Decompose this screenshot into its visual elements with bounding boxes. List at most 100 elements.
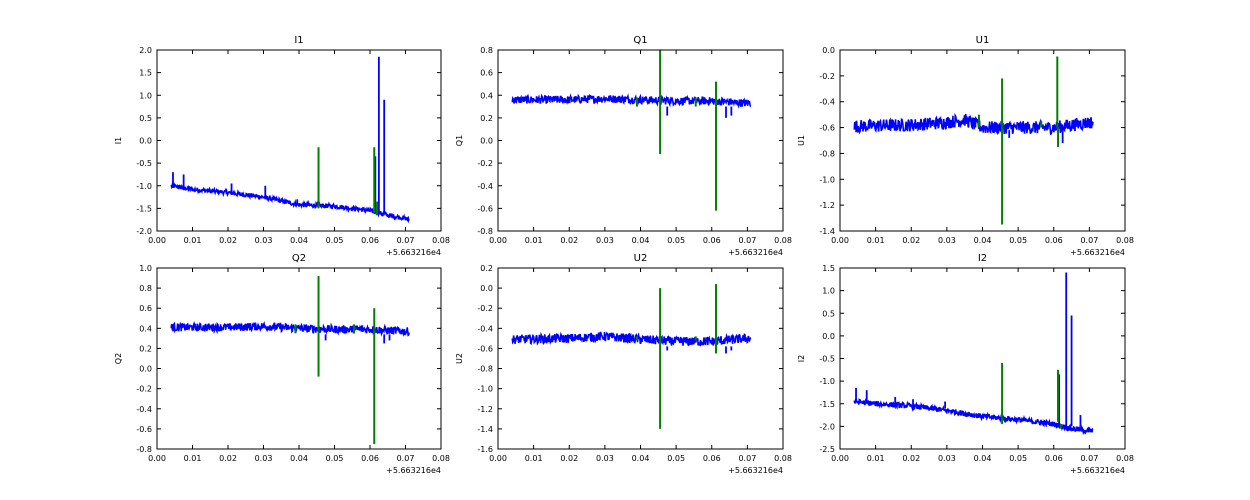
y-axis-label: I2 <box>797 355 806 362</box>
series-line <box>511 93 752 109</box>
y-tick-label: -0.2 <box>136 385 152 394</box>
y-tick-label: 0.0 <box>822 332 835 341</box>
x-tick-label: 0.04 <box>290 454 308 463</box>
x-tick-label: 0.00 <box>831 236 849 245</box>
x-offset-label: +5.663216e4 <box>1070 466 1125 475</box>
x-tick-label: 0.08 <box>774 236 792 245</box>
axes-frame <box>839 49 1126 232</box>
y-tick-label: -0.8 <box>819 149 835 158</box>
y-axis-label: Q1 <box>455 135 464 146</box>
y-axis-label: I1 <box>114 137 123 144</box>
x-tick-label: 0.01 <box>867 236 885 245</box>
x-tick-label: 0.04 <box>974 454 992 463</box>
x-tick-label: 0.06 <box>361 236 379 245</box>
x-tick-label: 0.02 <box>219 236 237 245</box>
y-tick-label: -0.8 <box>136 445 152 454</box>
x-tick-label: 0.06 <box>1045 236 1063 245</box>
subplot-i1: 0.00 0.01 0.02 0.03 0.04 0.05 0.06 0.07 0.08 -2.0… <box>114 35 450 257</box>
y-tick-label: -2.0 <box>819 422 835 431</box>
y-tick-label: -1.5 <box>136 204 152 213</box>
y-tick-label: -1.4 <box>477 425 493 434</box>
y-tick-label: -0.4 <box>136 405 152 414</box>
x-tick-label: 0.03 <box>938 236 956 245</box>
x-tick-label: 0.01 <box>867 454 885 463</box>
x-tick-label: 0.06 <box>361 454 379 463</box>
x-tick-label: 0.02 <box>902 236 920 245</box>
y-tick-label: -1.4 <box>819 227 835 236</box>
y-tick-label: 0.0 <box>139 137 152 146</box>
series-blue <box>853 112 1094 144</box>
x-offset-label: +5.663216e4 <box>728 466 783 475</box>
y-tick-label: -0.4 <box>477 182 493 191</box>
series-line <box>170 320 410 337</box>
y-tick-label: 0.0 <box>139 365 152 374</box>
y-tick-label: -0.5 <box>136 159 152 168</box>
y-axis-label: Q2 <box>114 353 123 364</box>
x-tick-label: 0.00 <box>489 454 507 463</box>
y-tick-label: -0.6 <box>477 344 493 353</box>
y-tick-label: -0.4 <box>477 324 493 333</box>
x-tick-label: 0.00 <box>148 454 166 463</box>
y-tick-label: 0.2 <box>480 114 493 123</box>
subplot-u1: 0.00 0.01 0.02 0.03 0.04 0.05 0.06 0.07 0.08 -1.4… <box>797 35 1134 257</box>
series-green <box>635 50 718 211</box>
series-blue <box>170 56 410 224</box>
y-tick-label: 2.0 <box>139 46 152 55</box>
panel-title: Q2 <box>292 253 306 264</box>
y-tick-label: 1.0 <box>139 91 152 100</box>
x-tick-label: 0.04 <box>632 236 650 245</box>
x-tick-label: 0.03 <box>255 236 273 245</box>
series-line <box>511 331 752 347</box>
y-tick-label: -0.2 <box>477 304 493 313</box>
y-tick-label: 0.4 <box>139 324 152 333</box>
y-tick-label: -1.6 <box>477 445 493 454</box>
y-tick-label: -1.0 <box>819 377 835 386</box>
plot-area <box>170 56 410 224</box>
x-tick-label: 0.07 <box>738 236 756 245</box>
series-line <box>853 397 1094 436</box>
series-blue <box>511 93 752 118</box>
y-tick-label: -1.2 <box>819 201 835 210</box>
y-tick-label: -1.0 <box>819 175 835 184</box>
y-tick-label: -2.0 <box>136 227 152 236</box>
axes-frame <box>156 267 442 450</box>
y-tick-label: -0.6 <box>136 425 152 434</box>
x-tick-label: 0.03 <box>596 454 614 463</box>
y-tick-label: -0.2 <box>819 72 835 81</box>
y-tick-label: -1.0 <box>136 182 152 191</box>
subplot-i2: 0.00 0.01 0.02 0.03 0.04 0.05 0.06 0.07 0.08 -2.5… <box>797 253 1134 475</box>
subplot-q2: 0.00 0.01 0.02 0.03 0.04 0.05 0.06 0.07 0.08 -0.8… <box>114 253 450 475</box>
series-green <box>977 56 1060 225</box>
x-tick-label: 0.08 <box>432 454 450 463</box>
y-tick-label: -1.2 <box>477 405 493 414</box>
x-tick-label: 0.02 <box>560 236 578 245</box>
y-tick-label: 0.6 <box>480 69 493 78</box>
y-tick-label: 1.5 <box>139 69 152 78</box>
y-tick-label: 0.0 <box>480 284 493 293</box>
x-tick-label: 0.02 <box>560 454 578 463</box>
series-blue <box>511 331 752 354</box>
series-line <box>170 180 410 224</box>
x-tick-label: 0.08 <box>774 454 792 463</box>
x-tick-label: 0.05 <box>326 454 344 463</box>
x-tick-label: 0.01 <box>184 454 202 463</box>
x-tick-label: 0.07 <box>397 236 415 245</box>
y-tick-label: -0.8 <box>477 227 493 236</box>
series-green <box>1001 363 1062 429</box>
series-blue <box>170 320 410 344</box>
subplot-q1: 0.00 0.01 0.02 0.03 0.04 0.05 0.06 0.07 0.08 -0.8… <box>455 35 792 257</box>
y-tick-label: 0.4 <box>480 91 493 100</box>
x-tick-label: 0.08 <box>432 236 450 245</box>
x-tick-label: 0.01 <box>184 236 202 245</box>
y-tick-label: 1.0 <box>139 264 152 273</box>
x-tick-label: 0.03 <box>938 454 956 463</box>
x-tick-label: 0.07 <box>397 454 415 463</box>
panel-title: U1 <box>976 35 990 46</box>
y-tick-label: 0.2 <box>480 264 493 273</box>
x-tick-label: 0.05 <box>326 236 344 245</box>
x-tick-label: 0.07 <box>738 454 756 463</box>
x-tick-label: 0.05 <box>1009 454 1027 463</box>
x-tick-label: 0.08 <box>1116 454 1134 463</box>
y-tick-label: 0.8 <box>139 284 152 293</box>
